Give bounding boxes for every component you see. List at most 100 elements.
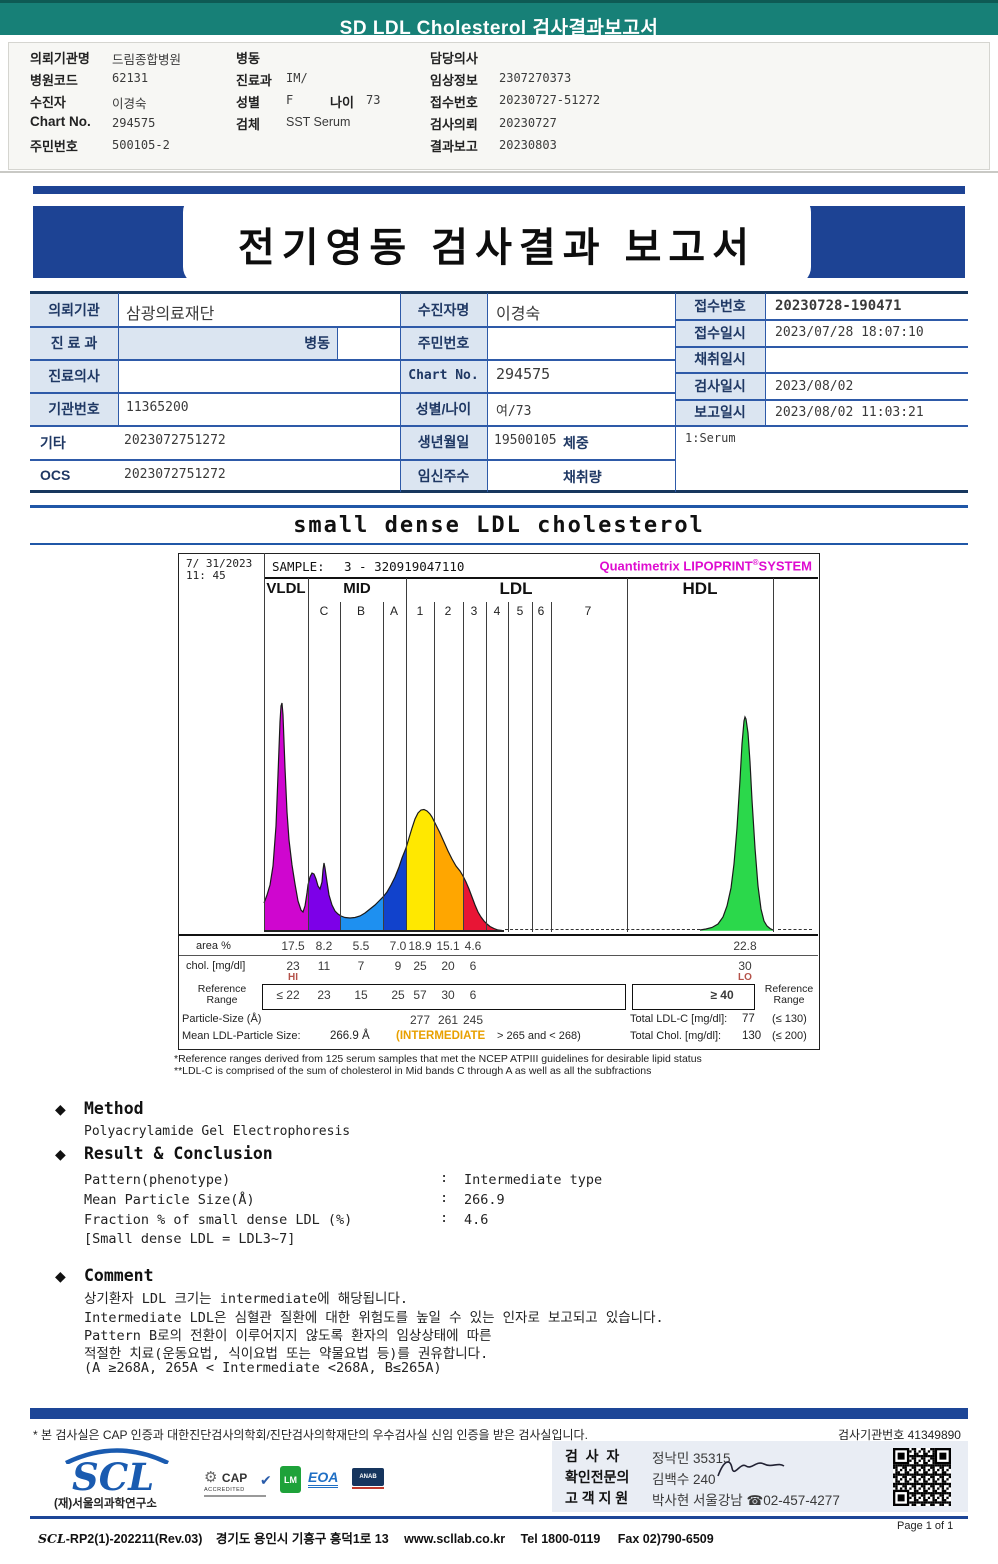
diamond-icon: ◆ <box>55 1146 66 1162</box>
subband-label: 1 <box>416 604 424 618</box>
field-value: 73 <box>366 93 381 107</box>
field-label: 접수번호 <box>430 95 478 110</box>
footer-bar <box>30 1408 968 1419</box>
staff-label: 고 객 지 원 <box>565 1490 629 1506</box>
fraction-particle-size: 261 <box>437 1013 459 1027</box>
plot-line <box>383 602 384 932</box>
mean-size-flag: (INTERMEDIATE <box>396 1030 486 1042</box>
plot-line <box>508 602 509 932</box>
weight-label: 체중 <box>563 435 589 451</box>
total-chol-ref: (≤ 200) <box>772 1030 807 1042</box>
row-line <box>675 319 968 321</box>
ref-label-line1: Reference <box>764 983 814 995</box>
comment-line: 상기환자 LDL 크기는 intermediate에 해당됩니다. <box>84 1291 409 1307</box>
info-value: 294575 <box>496 365 551 383</box>
reference-box-hdl <box>632 984 755 1010</box>
sample-value: 3 - 320919047110 <box>344 559 465 574</box>
colon: : <box>440 1170 449 1186</box>
info-label: 보고일시 <box>675 399 765 425</box>
band-group-label: VLDL <box>266 580 306 597</box>
total-chol-label: Total Chol. [mg/dl]: <box>630 1030 722 1042</box>
fraction-ref-value: 57 <box>413 988 427 1002</box>
fraction-ref-value: 6 <box>469 988 477 1002</box>
serum-note: 1:Serum <box>685 431 736 445</box>
info-label: 임신주수 <box>400 459 487 492</box>
row-line <box>675 399 968 401</box>
baseline-dashed <box>505 929 700 930</box>
fraction-flag: HI <box>288 972 298 983</box>
comment-heading: Comment <box>84 1266 154 1285</box>
area-row-label: area % <box>196 940 231 952</box>
plot-line <box>406 578 407 932</box>
info-label: 수진자명 <box>400 293 487 326</box>
fraction-area-value: 5.5 <box>352 939 370 953</box>
staff-label: 확인전문의 <box>565 1469 630 1485</box>
diamond-icon: ◆ <box>55 1101 66 1117</box>
eoa-logo: EOA <box>308 1469 339 1488</box>
ward-label: 병동 <box>304 335 330 351</box>
info-value: 11365200 <box>126 400 189 415</box>
cap-gear-icon: ⚙ <box>204 1469 218 1486</box>
field-label: 검체 <box>236 117 260 132</box>
certification-line: * 본 검사실은 CAP 인증과 대한진단검사의학회/진단검사의학재단의 우수검… <box>33 1428 588 1442</box>
fraction-area-value: 22.8 <box>733 939 757 953</box>
fax: Fax 02)790-6509 <box>617 1532 714 1546</box>
fraction-chol-value: 9 <box>394 959 402 973</box>
mean-size-label: Mean LDL-Particle Size: <box>182 1030 301 1042</box>
col-line <box>675 293 676 492</box>
fraction-ref-value: 30 <box>441 988 455 1002</box>
fraction-area-value: 15.1 <box>436 939 460 953</box>
info-label: 의뢰기관 <box>30 293 118 326</box>
row-line <box>30 392 675 394</box>
field-label: 주민번호 <box>30 139 78 154</box>
baseline-dashed <box>778 929 812 930</box>
field-label: 수진자 <box>30 95 66 110</box>
anab-underline <box>352 1487 384 1489</box>
info-label: 접수일시 <box>675 319 765 346</box>
plot-line <box>308 578 309 932</box>
eoa-text: EOA <box>308 1469 339 1485</box>
field-label: 나이 <box>330 95 354 110</box>
fraction-ref-value: ≥ 40 <box>710 988 734 1002</box>
chart-header-rule <box>264 577 818 579</box>
chol-row-label: chol. [mg/dl] <box>186 960 246 972</box>
info-label: 기타 <box>40 435 66 451</box>
info-value: 삼광의료재단 <box>126 306 215 323</box>
row-line <box>30 425 968 427</box>
ward-cell-bg <box>118 326 337 359</box>
website[interactable]: www.scllab.co.kr <box>404 1532 506 1546</box>
lm-text: LM <box>284 1474 297 1485</box>
brand-name-2: SYSTEM <box>758 558 812 574</box>
info-value: 여/73 <box>496 404 532 419</box>
table-top-border <box>179 934 818 936</box>
fraction-chol-value: 23 <box>286 959 300 973</box>
info-value: 19500105 <box>494 433 557 448</box>
method-body: Polyacrylamide Gel Electrophoresis <box>84 1124 351 1139</box>
colon: : <box>440 1190 449 1206</box>
comment-line: Intermediate LDL은 심혈관 질환에 대한 위험도를 높일 수 있… <box>84 1310 664 1326</box>
lipoprint-brand: Quantimetrix LIPOPRINT®SYSTEM <box>540 558 812 573</box>
result-note: [Small dense LDL = LDL3~7] <box>84 1231 296 1247</box>
info-label: 주민번호 <box>400 326 487 359</box>
fraction-ref-value: 23 <box>317 988 331 1002</box>
band-fill-LDL-1 <box>406 809 434 931</box>
fraction-area-value: 17.5 <box>281 939 305 953</box>
field-value: 62131 <box>112 71 149 85</box>
cap-accredited-logo: ⚙ CAP ACCREDITED ✔ <box>204 1468 274 1497</box>
diamond-icon: ◆ <box>55 1268 66 1284</box>
field-label: 진료과 <box>236 73 272 88</box>
field-value: 20230727 <box>499 116 557 130</box>
col-line <box>337 326 338 359</box>
comment-line: Pattern B로의 전환이 이루어지지 않도록 환자의 임상상태에 따른 <box>84 1328 492 1344</box>
fraction-chol-value: 30 <box>738 959 752 973</box>
anab-text: ANAB <box>359 1474 377 1480</box>
info-label: 진료의사 <box>30 359 118 392</box>
band-fill-MID-B <box>340 897 383 931</box>
info-value: 20230728-190471 <box>775 298 902 314</box>
report-title: 전기영동 검사결과 보고서 <box>237 226 757 270</box>
field-label: 병원코드 <box>30 73 78 88</box>
field-value: 294575 <box>112 116 156 130</box>
plot-line <box>463 602 464 932</box>
reference-range-label-left: Reference Range <box>186 984 258 1006</box>
